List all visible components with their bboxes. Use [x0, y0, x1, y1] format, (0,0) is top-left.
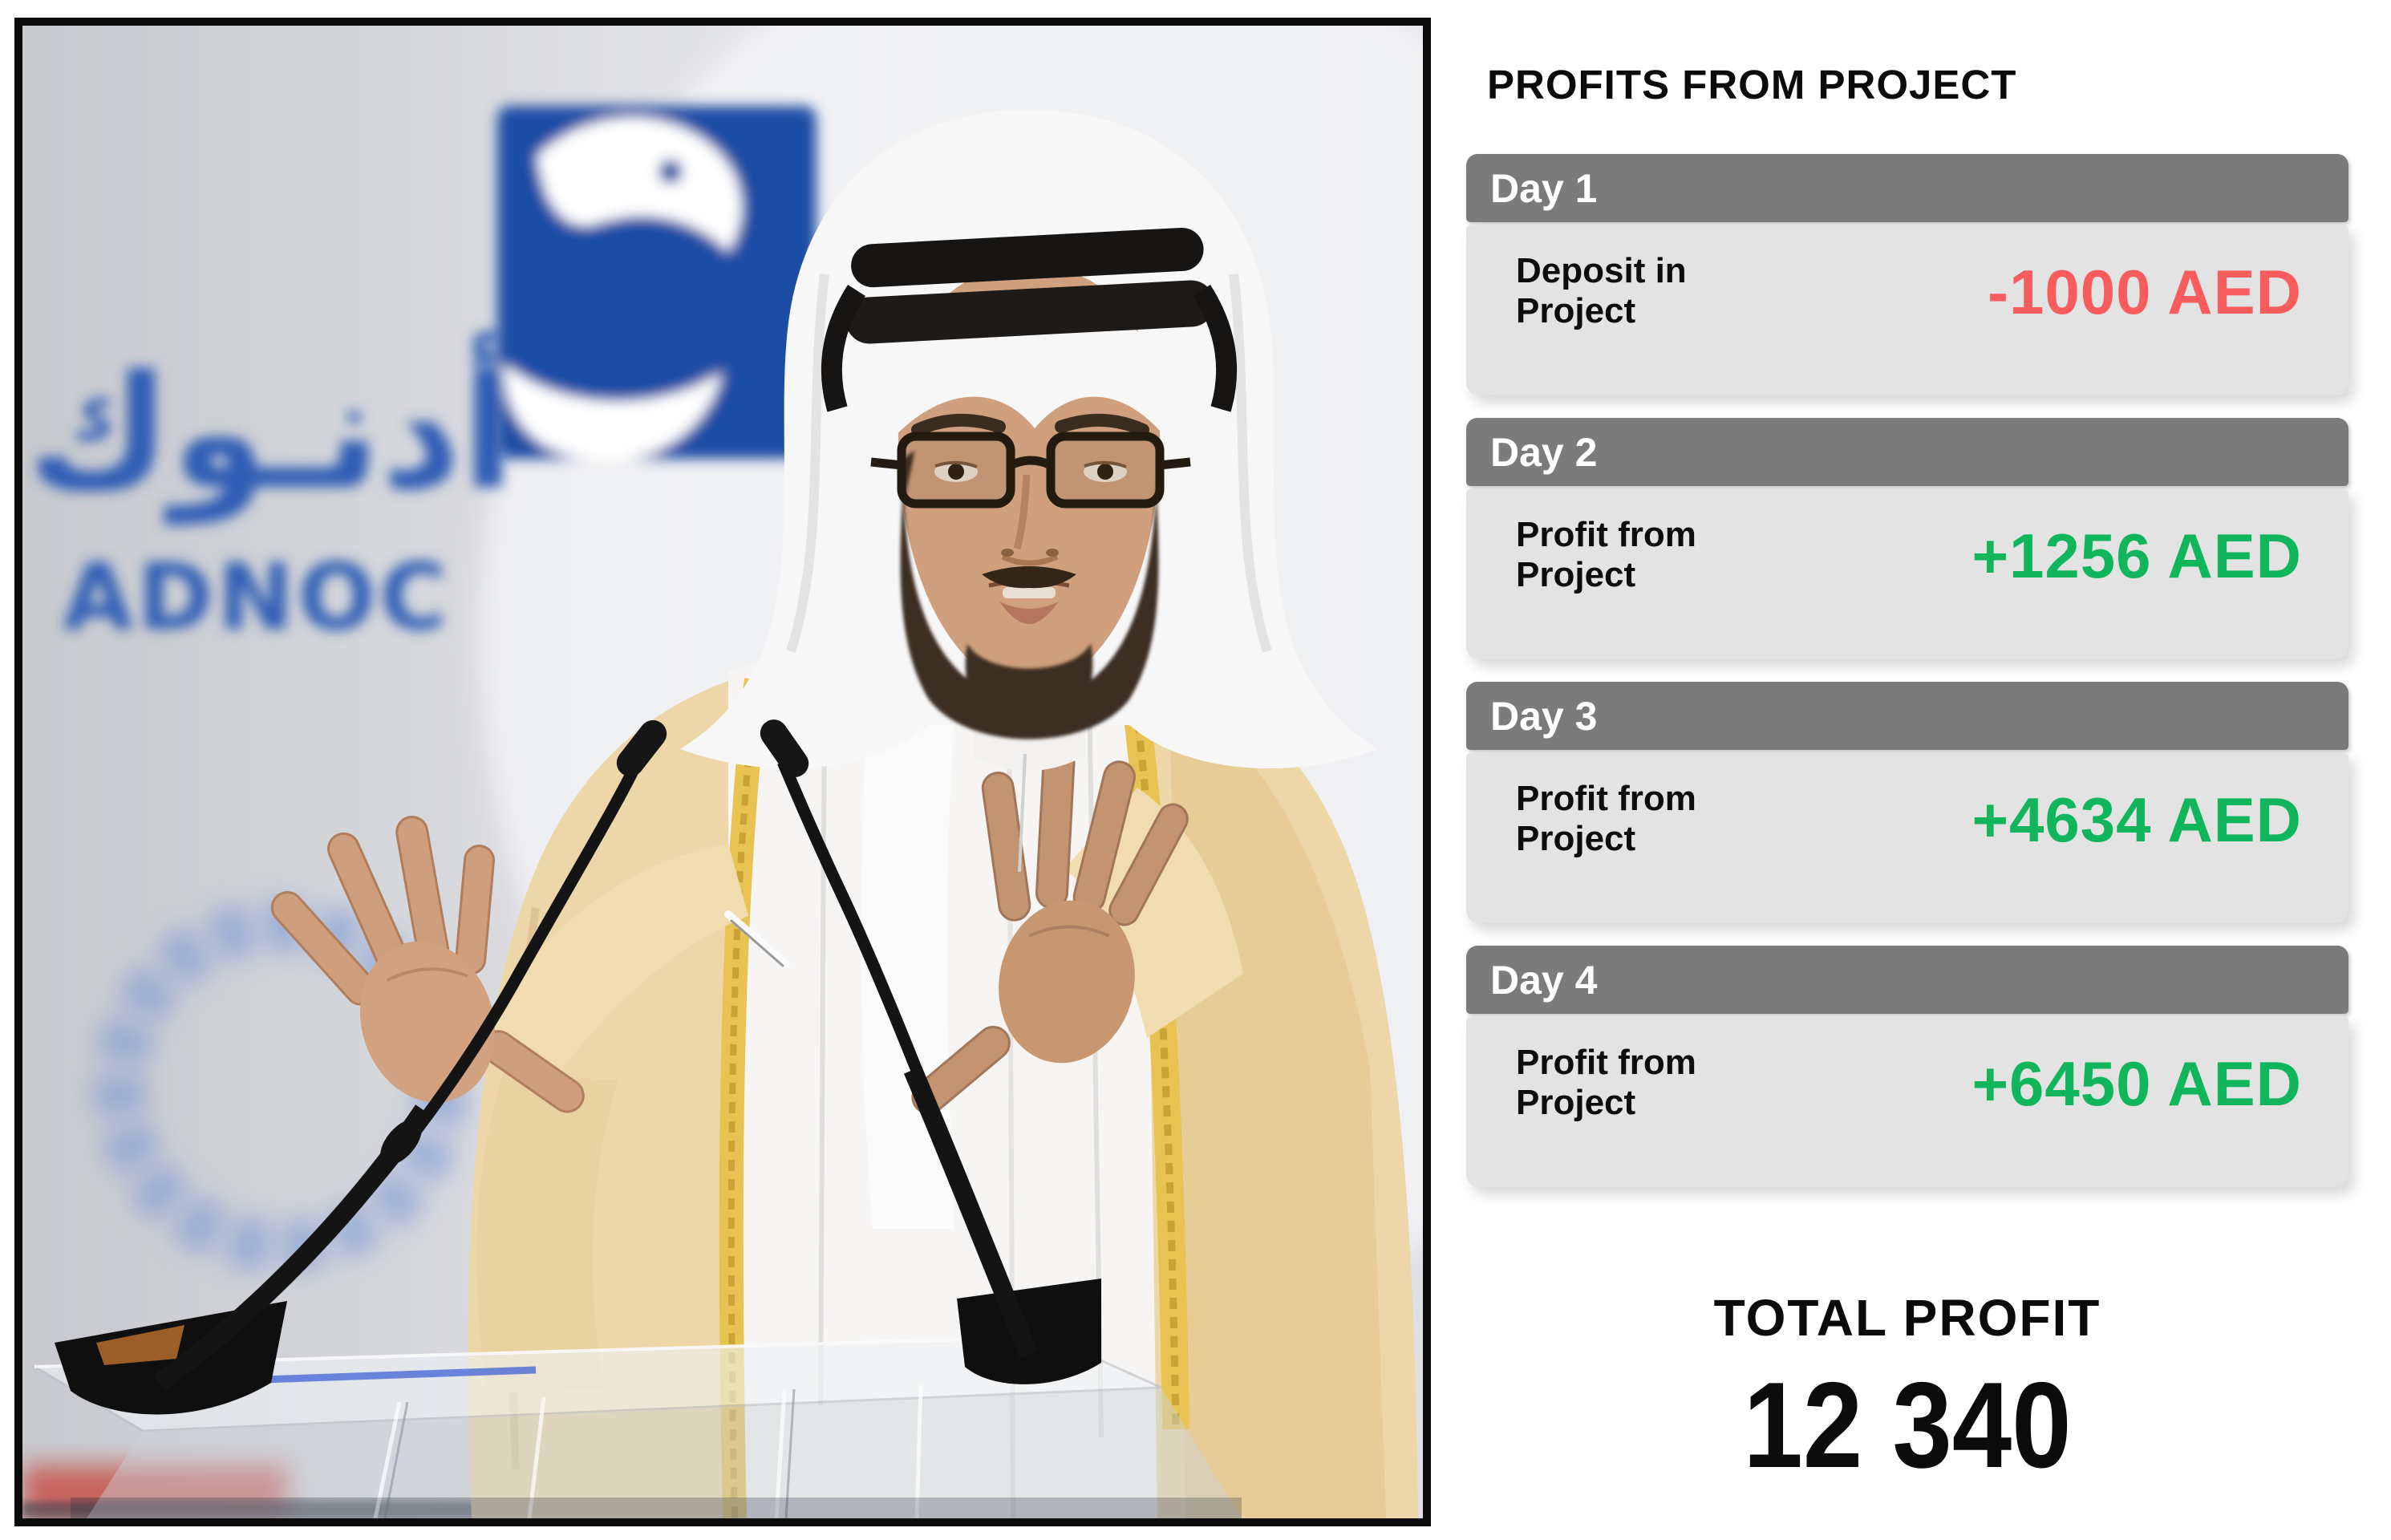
day-card-1-value: -1000 AED: [1988, 257, 2302, 327]
eyes: [934, 460, 1127, 482]
agal: [845, 227, 1215, 344]
mouth: [1003, 587, 1056, 598]
profits-panel: PROFITS FROM PROJECT Day 1 Deposit in Pr…: [1436, 0, 2391, 1540]
glasses: [870, 432, 1191, 509]
fabric-fold-1: [818, 691, 827, 1406]
adnoc-arabic-text: أدنـوك: [27, 331, 515, 525]
microphone-left: [153, 719, 667, 1391]
day-card-3-desc-line2: Project: [1516, 819, 1636, 858]
day-card-4-value: +6450 AED: [1972, 1048, 2302, 1119]
total-profit-label: TOTAL PROFIT: [1713, 1289, 2101, 1347]
bisht-shading: [1169, 691, 1386, 1518]
total-profit-value: 12 340: [1743, 1357, 2072, 1493]
ghutra-fold-right: [1229, 274, 1272, 653]
day-card-1: Day 1 Deposit in Project -1000 AED: [1466, 154, 2348, 395]
panel-title: PROFITS FROM PROJECT: [1487, 62, 2017, 107]
glass-podium: [30, 1335, 1242, 1518]
mustache: [982, 566, 1076, 589]
eyebrow-right: [1055, 413, 1149, 436]
day-card-4-desc-line2: Project: [1516, 1083, 1636, 1122]
day-card-2: Day 2 Profit from Project +1256 AED: [1466, 418, 2348, 659]
day-card-4-body: Profit from Project +6450 AED: [1466, 1017, 2348, 1187]
adnoc-latin-text: ADNOC: [63, 544, 451, 650]
day-card-3-body: Profit from Project +4634 AED: [1466, 753, 2348, 923]
nostril-right: [1046, 549, 1059, 557]
day-card-4-header: Day 4: [1466, 946, 2348, 1014]
right-hand: [911, 746, 1189, 1115]
gold-trim-right-stitch: [1129, 683, 1180, 1430]
microphone-right: [760, 719, 1039, 1359]
day-card-1-desc-line2: Project: [1516, 291, 1636, 330]
day-card-4-desc-line1: Profit from: [1516, 1043, 1696, 1082]
ghutra-forehead-fold: [882, 307, 1176, 444]
day-card-2-desc-line1: Profit from: [1516, 515, 1696, 554]
lanyard-cord: [1018, 753, 1027, 873]
eyebrow-left: [911, 413, 1006, 436]
day-card-4-label: Day 4: [1490, 957, 1598, 1003]
day-card-4: Day 4 Profit from Project +6450 AED: [1466, 946, 2348, 1187]
day-card-2-description: Profit from Project: [1516, 515, 1696, 595]
day-card-3: Day 3 Profit from Project +4634 AED: [1466, 682, 2348, 923]
day-card-1-body: Deposit in Project -1000 AED: [1466, 225, 2348, 395]
day-card-1-desc-line1: Deposit in: [1516, 251, 1687, 290]
day-card-1-label: Day 1: [1490, 165, 1598, 211]
nose-base: [1001, 553, 1059, 566]
adnoc-logo: أدنـوك ADNOC: [27, 331, 515, 650]
chest-pin-shadow: [730, 919, 784, 967]
day-card-3-desc-line1: Profit from: [1516, 779, 1696, 818]
collar: [973, 715, 1085, 771]
day-card-3-description: Profit from Project: [1516, 779, 1696, 859]
nose: [1013, 474, 1031, 550]
day-card-2-desc-line2: Project: [1516, 555, 1636, 594]
agal-side-right: [1192, 284, 1238, 412]
day-card-2-label: Day 2: [1490, 429, 1598, 475]
podium-led-strip: [262, 1366, 537, 1384]
day-card-4-description: Profit from Project: [1516, 1043, 1696, 1123]
day-card-2-header: Day 2: [1466, 418, 2348, 486]
day-card-3-label: Day 3: [1490, 693, 1598, 739]
day-card-3-header: Day 3: [1466, 682, 2348, 750]
day-card-1-description: Deposit in Project: [1516, 251, 1687, 331]
speaker-photo: أدنـوك ADNOC: [14, 18, 1431, 1526]
mic-base-left-glint: [96, 1325, 184, 1365]
nostril-left: [1001, 549, 1014, 557]
left-hand: [270, 815, 585, 1113]
ghutra-fold-left: [786, 274, 829, 653]
day-card-3-value: +4634 AED: [1972, 784, 2302, 855]
lower-lip: [999, 602, 1059, 624]
day-card-2-body: Profit from Project +1256 AED: [1466, 489, 2348, 659]
speaker-photo-illustration: أدنـوك ADNOC: [22, 26, 1423, 1518]
day-card-1-header: Day 1: [1466, 154, 2348, 222]
left-sleeve: [484, 844, 748, 1096]
day-card-2-value: +1256 AED: [1972, 521, 2302, 591]
agal-side-left: [821, 284, 866, 412]
left-sleeve-drape: [476, 1072, 618, 1393]
chest-pin: [724, 910, 790, 968]
adnoc-falcon-icon: [497, 106, 817, 460]
